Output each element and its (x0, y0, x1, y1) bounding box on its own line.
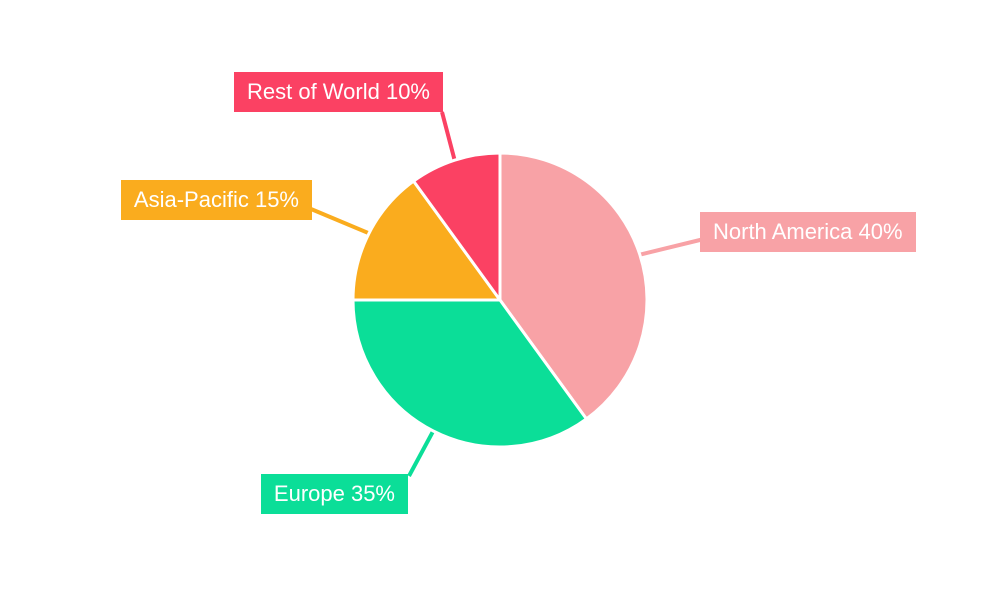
leader-line-asia-pacific (310, 207, 371, 236)
callout-rest-of-world: Rest of World 10% (233, 72, 443, 112)
callout-north-america: North America 40% (700, 212, 916, 252)
leader-line-europe (407, 429, 436, 477)
callout-asia-pacific: Asia-Pacific 15% (120, 180, 312, 220)
callout-europe: Europe 35% (260, 474, 408, 514)
pie-slice-asia-pacific (351, 179, 502, 302)
leader-line-rest-of-world (440, 111, 457, 162)
pie-slice-rest-of-world (412, 151, 502, 302)
pie-slice-north-america (498, 151, 649, 421)
pie-slice-europe (351, 298, 588, 449)
leader-line-north-america (638, 237, 705, 257)
